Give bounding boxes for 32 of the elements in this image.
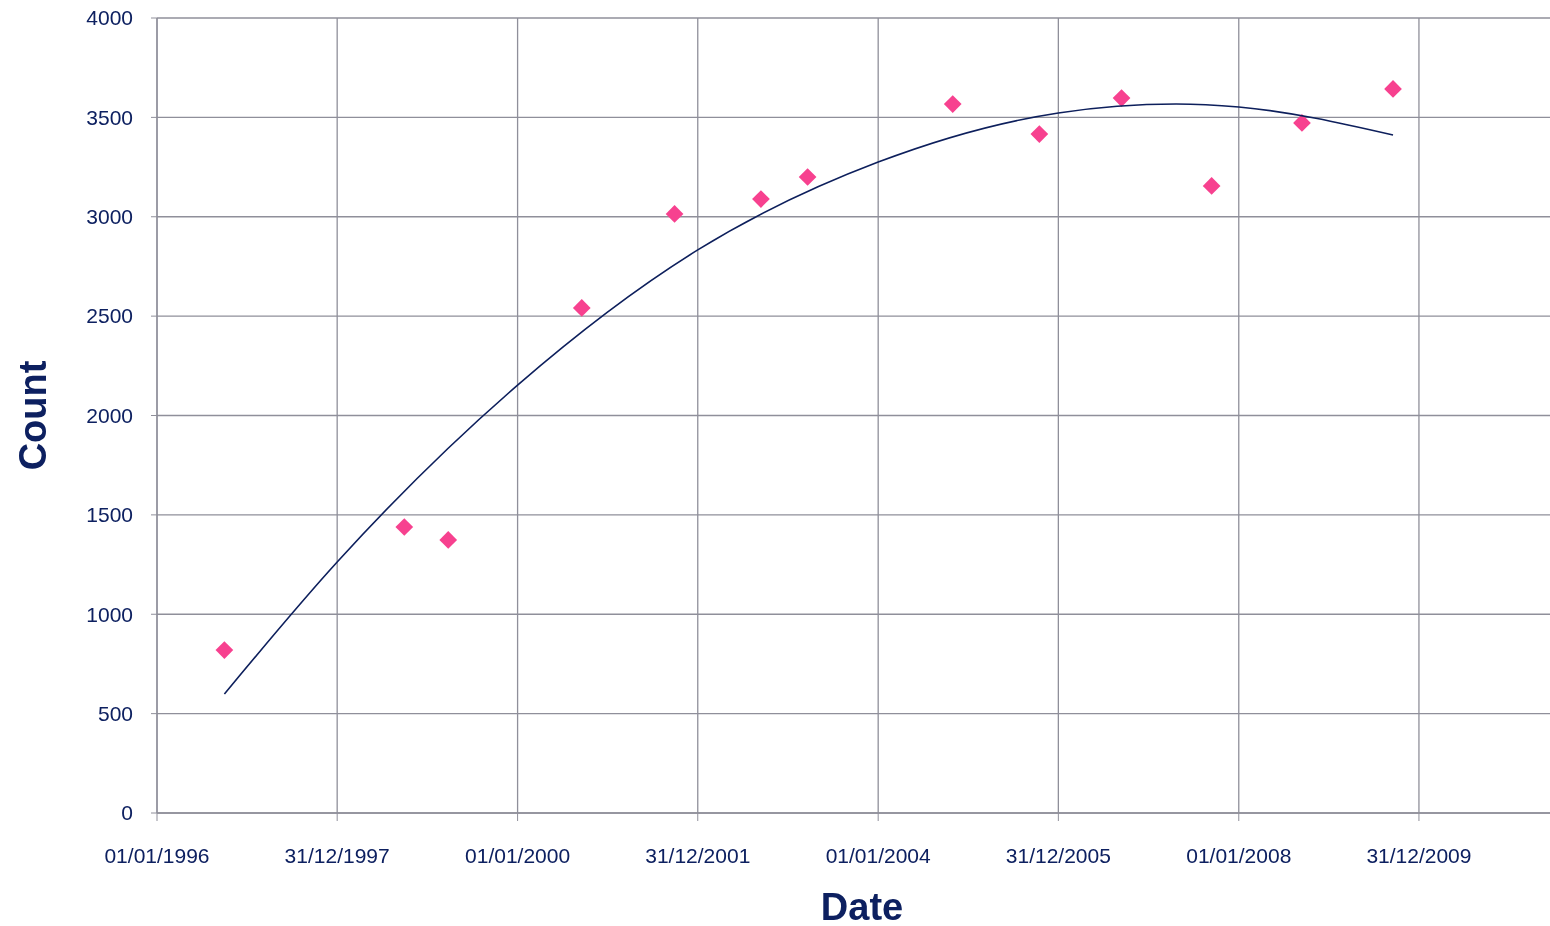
y-tick-label: 4000 [86, 6, 133, 30]
point [572, 299, 591, 317]
point [943, 95, 962, 113]
point [439, 531, 458, 549]
y-tick-label: 2500 [86, 304, 133, 328]
point [798, 168, 817, 186]
x-axis-title: Date [820, 886, 904, 926]
y-tick-label: 3500 [86, 105, 133, 129]
x-tick-label: 01/01/2000 [465, 844, 571, 867]
point [215, 641, 234, 659]
point [665, 205, 684, 223]
point [1202, 177, 1221, 195]
point [752, 190, 770, 208]
y-axis-title: Count [12, 360, 54, 471]
x-tick-label: 31/12/1997 [284, 844, 390, 867]
x-tick-label: 31/12/2005 [1005, 844, 1111, 867]
y-tick-label: 0 [121, 801, 133, 825]
line-series [223, 103, 1394, 695]
y-tick-label: 1000 [86, 602, 133, 626]
x-tick-label: 31/12/2001 [645, 844, 751, 867]
x-tick-label: 01/01/2008 [1186, 844, 1292, 867]
point [395, 518, 414, 536]
x-tick-label: 31/12/2009 [1366, 844, 1472, 867]
y-tick-label: 3000 [86, 205, 133, 229]
y-tick-label: 500 [97, 701, 133, 725]
x-tick-label: 01/01/1996 [104, 844, 210, 867]
point [1030, 125, 1049, 143]
x-tick-label: 01/01/2004 [825, 844, 932, 867]
y-tick-label: 2000 [86, 403, 133, 427]
y-tick-label: 1500 [86, 503, 133, 527]
point [1384, 80, 1402, 98]
point [1112, 89, 1131, 107]
